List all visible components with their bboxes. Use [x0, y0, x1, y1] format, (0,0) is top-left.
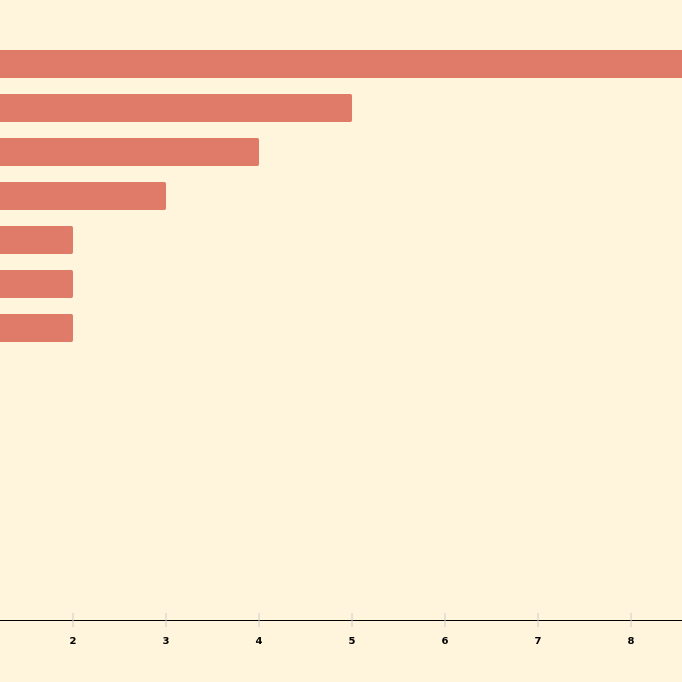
bar [0, 50, 682, 78]
x-tick-label: 6 [442, 636, 449, 647]
x-tick-label: 2 [70, 636, 77, 647]
bar [0, 270, 74, 298]
bar [0, 314, 74, 342]
bar [0, 138, 260, 166]
bar [0, 226, 74, 254]
x-tick-label: 7 [535, 636, 542, 647]
bar [0, 94, 353, 122]
x-tick-label: 8 [628, 636, 635, 647]
x-tick-label: 4 [256, 636, 263, 647]
bar [0, 182, 167, 210]
x-tick-label: 3 [163, 636, 170, 647]
x-tick-label: 5 [349, 636, 356, 647]
